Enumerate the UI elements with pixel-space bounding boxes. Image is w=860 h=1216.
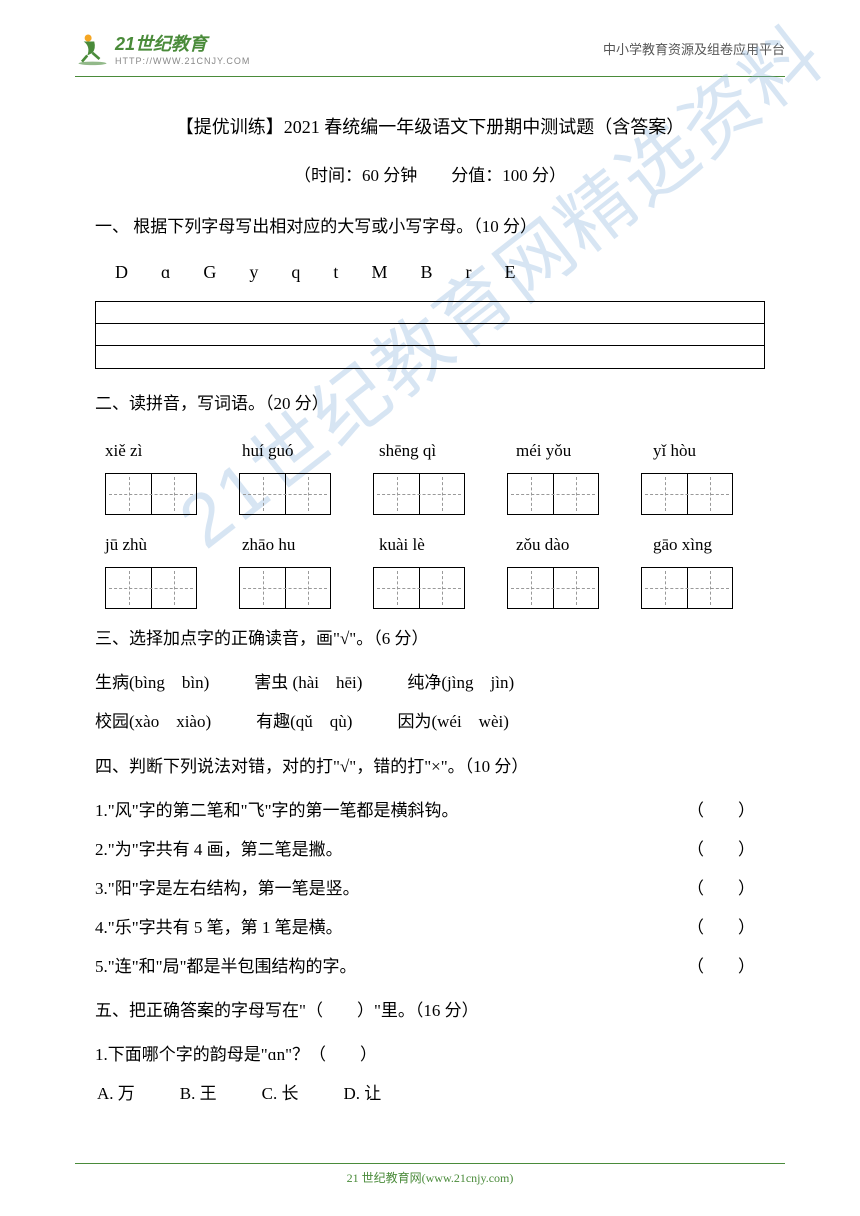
document-content: 【提优训练】2021 春统编一年级语文下册期中测试题（含答案） （时间：60 分… xyxy=(0,107,860,1113)
question-row: 5."连"和"局"都是半包围结构的字。 （ ） xyxy=(95,947,765,986)
char-box xyxy=(641,567,733,609)
option-row: A. 万 B. 王 C. 长 D. 让 xyxy=(95,1074,765,1113)
question-text: 3."阳"字是左右结构，第一笔是竖。 xyxy=(95,869,687,908)
reading-item: 生病(bìng bìn) xyxy=(95,663,209,702)
question-row: 2."为"字共有 4 画，第二笔是撇。 （ ） xyxy=(95,830,765,869)
char-box xyxy=(373,567,465,609)
page-footer: 21 世纪教育网(www.21cnjy.com) xyxy=(0,1163,860,1186)
question-text: 4."乐"字共有 5 笔，第 1 笔是横。 xyxy=(95,908,687,947)
pinyin-label: méi yǒu xyxy=(516,431,611,470)
char-box-row-2 xyxy=(95,567,765,609)
question-row: 4."乐"字共有 5 笔，第 1 笔是横。 （ ） xyxy=(95,908,765,947)
answer-paren: （ ） xyxy=(687,791,765,830)
pinyin-label: jū zhù xyxy=(105,525,200,564)
header-platform-text: 中小学教育资源及组卷应用平台 xyxy=(603,39,785,58)
letter-item: M xyxy=(371,252,387,293)
reading-item: 因为(wéi wèi) xyxy=(397,702,508,741)
char-box-row-1 xyxy=(95,473,765,515)
reading-item: 校园(xào xiào) xyxy=(95,702,211,741)
answer-paren: （ ） xyxy=(687,869,765,908)
question-text: 1."风"字的第二笔和"飞"字的第一笔都是横斜钩。 xyxy=(95,791,687,830)
logo: 21世纪教育 HTTP://WWW.21CNJY.COM xyxy=(75,30,250,66)
letter-item: t xyxy=(333,252,338,293)
section-1-header: 一、 根据下列字母写出相对应的大写或小写字母。（10 分） xyxy=(95,207,765,246)
pinyin-label: kuài lè xyxy=(379,525,474,564)
reading-item: 害虫 (hài hēi) xyxy=(254,663,362,702)
reading-row-2: 校园(xào xiào) 有趣(qǔ qù) 因为(wéi wèi) xyxy=(95,702,765,741)
answer-line xyxy=(96,302,764,324)
letter-item: r xyxy=(465,252,471,293)
reading-item: 有趣(qǔ qù) xyxy=(256,702,352,741)
pinyin-label: xiě zì xyxy=(105,431,200,470)
pinyin-label: yǐ hòu xyxy=(653,431,748,470)
pinyin-row-2: jū zhù zhāo hu kuài lè zǒu dào gāo xìng xyxy=(95,525,765,564)
pinyin-label: shēng qì xyxy=(379,431,474,470)
answer-line xyxy=(96,324,764,346)
answer-paren: （ ） xyxy=(687,908,765,947)
char-box xyxy=(105,567,197,609)
logo-icon xyxy=(75,31,110,66)
page-header: 21世纪教育 HTTP://WWW.21CNJY.COM 中小学教育资源及组卷应… xyxy=(0,0,860,76)
letter-item: q xyxy=(291,252,300,293)
char-box xyxy=(641,473,733,515)
reading-item: 纯净(jìng jìn) xyxy=(407,663,514,702)
answer-box xyxy=(95,301,765,369)
option-item: B. 王 xyxy=(180,1074,217,1113)
letter-item: ɑ xyxy=(161,252,170,293)
pinyin-label: huí guó xyxy=(242,431,337,470)
page-title: 【提优训练】2021 春统编一年级语文下册期中测试题（含答案） xyxy=(95,107,765,148)
char-box xyxy=(507,473,599,515)
question-text: 5."连"和"局"都是半包围结构的字。 xyxy=(95,947,687,986)
pinyin-row-1: xiě zì huí guó shēng qì méi yǒu yǐ hòu xyxy=(95,431,765,470)
logo-text-block: 21世纪教育 HTTP://WWW.21CNJY.COM xyxy=(115,30,250,66)
question-text: 1.下面哪个字的韵母是"ɑn"？（ ） xyxy=(95,1035,765,1074)
reading-row-1: 生病(bìng bìn) 害虫 (hài hēi) 纯净(jìng jìn) xyxy=(95,663,765,702)
option-item: C. 长 xyxy=(262,1074,299,1113)
question-row: 1."风"字的第二笔和"飞"字的第一笔都是横斜钩。 （ ） xyxy=(95,791,765,830)
option-item: A. 万 xyxy=(97,1074,135,1113)
letter-item: B xyxy=(420,252,432,293)
letter-item: G xyxy=(203,252,216,293)
char-box xyxy=(239,473,331,515)
letter-item: y xyxy=(249,252,258,293)
char-box xyxy=(373,473,465,515)
page-subtitle: （时间：60 分钟 分值：100 分） xyxy=(95,156,765,195)
section-5-header: 五、把正确答案的字母写在"（ ）"里。（16 分） xyxy=(95,991,765,1030)
letter-row: D ɑ G y q t M B r E xyxy=(95,252,765,293)
pinyin-label: zǒu dào xyxy=(516,525,611,564)
option-item: D. 让 xyxy=(343,1074,381,1113)
letter-item: E xyxy=(504,252,515,293)
letter-item: D xyxy=(115,252,128,293)
header-divider xyxy=(75,76,785,77)
answer-paren: （ ） xyxy=(687,830,765,869)
char-box xyxy=(239,567,331,609)
logo-subtext: HTTP://WWW.21CNJY.COM xyxy=(115,56,250,66)
section-3-header: 三、选择加点字的正确读音，画"√"。（6 分） xyxy=(95,619,765,658)
char-box xyxy=(105,473,197,515)
logo-text: 21世纪教育 xyxy=(115,30,250,56)
question-text: 2."为"字共有 4 画，第二笔是撇。 xyxy=(95,830,687,869)
section-2-header: 二、读拼音，写词语。（20 分） xyxy=(95,384,765,423)
pinyin-label: zhāo hu xyxy=(242,525,337,564)
pinyin-label: gāo xìng xyxy=(653,525,748,564)
answer-paren: （ ） xyxy=(687,947,765,986)
question-row: 3."阳"字是左右结构，第一笔是竖。 （ ） xyxy=(95,869,765,908)
answer-line xyxy=(96,346,764,368)
section-4-header: 四、判断下列说法对错，对的打"√"，错的打"×"。（10 分） xyxy=(95,747,765,786)
footer-divider xyxy=(75,1163,785,1164)
char-box xyxy=(507,567,599,609)
footer-text: 21 世纪教育网(www.21cnjy.com) xyxy=(347,1171,514,1185)
